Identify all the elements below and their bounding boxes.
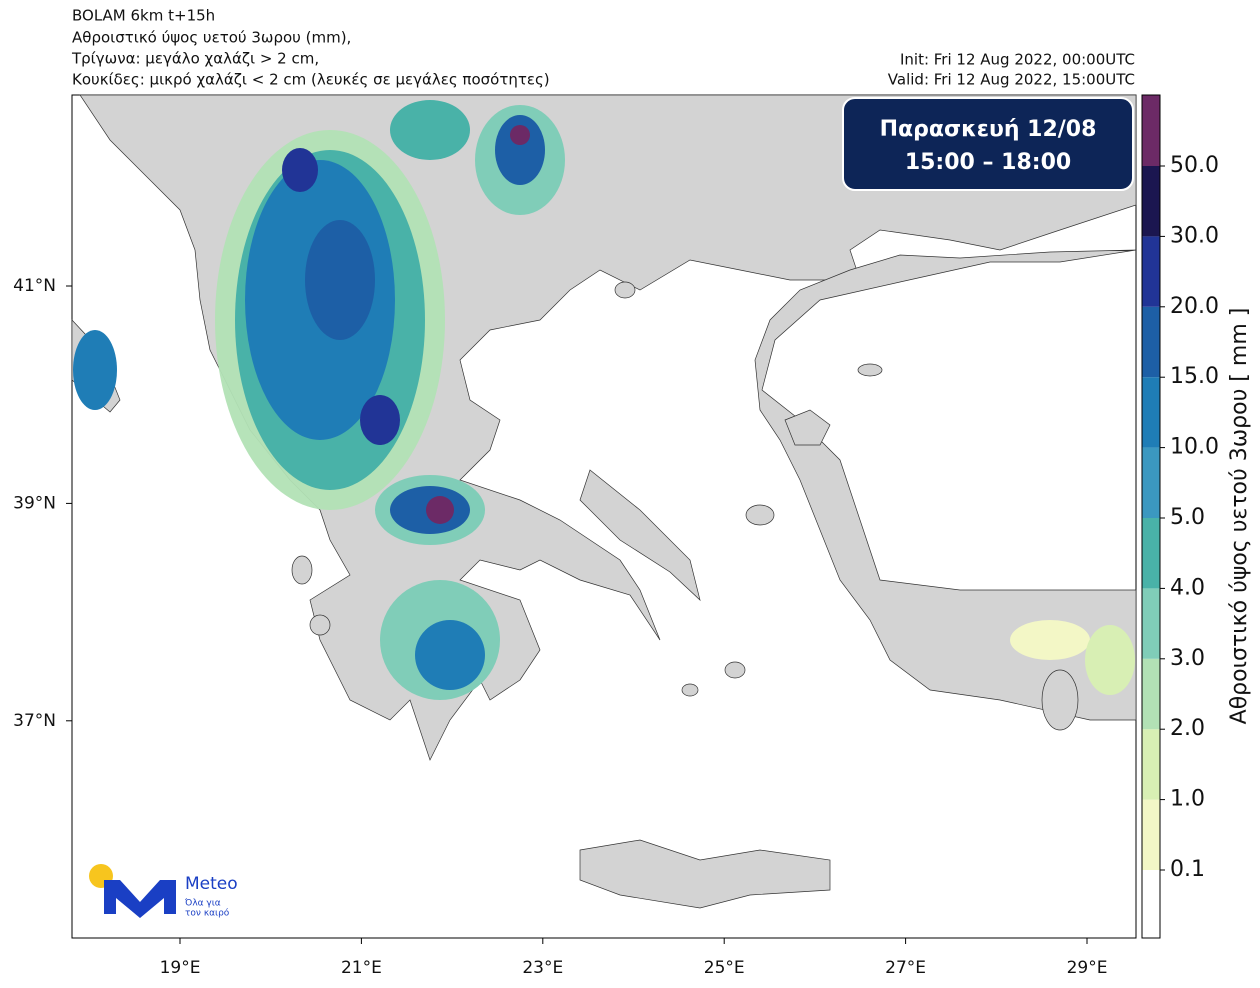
colorbar-segment — [1142, 588, 1160, 659]
lat-tick-label: 37°N — [13, 711, 56, 731]
colorbar-tick-label: 20.0 — [1170, 294, 1219, 319]
lat-tick-label: 41°N — [13, 276, 56, 296]
lon-tick-label: 29°E — [1067, 958, 1108, 978]
logo-mark — [104, 880, 176, 918]
zakynthos — [309, 614, 331, 636]
colorbar-segment — [1142, 166, 1160, 237]
colorbar-tick-label: 0.1 — [1170, 857, 1205, 882]
colorbar-segment — [1142, 236, 1160, 307]
map-area — [71, 94, 1137, 939]
lon-tick-label: 27°E — [885, 958, 926, 978]
colorbar-tick-label: 5.0 — [1170, 505, 1205, 530]
lesvos — [784, 409, 831, 446]
colorbar-segment — [1142, 658, 1160, 730]
header-line: Τρίγωνα: μεγάλο χαλάζι > 2 cm, — [71, 50, 319, 68]
rhodes — [1041, 669, 1079, 731]
lon-tick-label: 23°E — [522, 958, 563, 978]
colorbar-tick-label: 50.0 — [1170, 153, 1219, 178]
header-line: Αθροιστικό ύψος υετού 3ωρου (mm), — [72, 29, 351, 47]
colorbar-label: Αθροιστικό ύψος υετού 3ωρου [ mm ] — [1227, 308, 1252, 725]
logo: Meteo Όλα για τον καιρό — [89, 864, 238, 919]
logo-name: Meteo — [185, 874, 238, 894]
land-anatolia — [754, 249, 1137, 721]
crete — [579, 839, 831, 909]
thasos — [614, 281, 636, 299]
colorbar-frame — [1141, 94, 1161, 939]
logo-tagline: τον καιρό — [185, 908, 230, 919]
colorbar-tick-label: 1.0 — [1170, 787, 1205, 812]
badge-time: 15:00 – 18:00 — [905, 150, 1071, 175]
colorbar-segment — [1142, 306, 1160, 378]
island — [745, 504, 775, 526]
colorbar-tick-label: 3.0 — [1170, 646, 1205, 671]
colorbar-tick-label: 2.0 — [1170, 716, 1205, 741]
colorbar-tick-label: 10.0 — [1170, 435, 1219, 460]
init-time: Init: Fri 12 Aug 2022, 00:00UTC — [900, 51, 1135, 69]
colorbar-segment — [1142, 799, 1160, 870]
colorbar-segment — [1142, 95, 1160, 166]
colorbar-tick-label: 4.0 — [1170, 575, 1205, 600]
kefalonia — [291, 555, 313, 585]
colorbar-segment — [1142, 447, 1160, 518]
colorbar-segment — [1142, 870, 1160, 938]
colorbar-segment — [1142, 377, 1160, 448]
lon-tick-label: 19°E — [160, 958, 201, 978]
valid-time: Valid: Fri 12 Aug 2022, 15:00UTC — [888, 71, 1135, 89]
evia — [579, 469, 701, 602]
lon-tick-label: 21°E — [341, 958, 382, 978]
island — [681, 683, 699, 697]
header-line: Κουκίδες: μικρό χαλάζι < 2 cm (λευκές σε… — [72, 71, 550, 89]
precipitation — [73, 100, 1135, 700]
colorbar-segment — [1142, 729, 1160, 800]
header-line: BOLAM 6km t+15h — [72, 7, 215, 25]
lat-tick-label: 39°N — [13, 493, 56, 513]
logo-tagline: Όλα για — [184, 898, 221, 909]
island — [724, 661, 746, 679]
badge-day: Παρασκευή 12/08 — [880, 117, 1097, 142]
island — [857, 363, 883, 377]
badge — [842, 97, 1134, 191]
colorbar-tick-label: 15.0 — [1170, 364, 1219, 389]
colorbar-segment — [1142, 518, 1160, 589]
lon-tick-label: 25°E — [704, 958, 745, 978]
colorbar-tick-label: 30.0 — [1170, 223, 1219, 248]
